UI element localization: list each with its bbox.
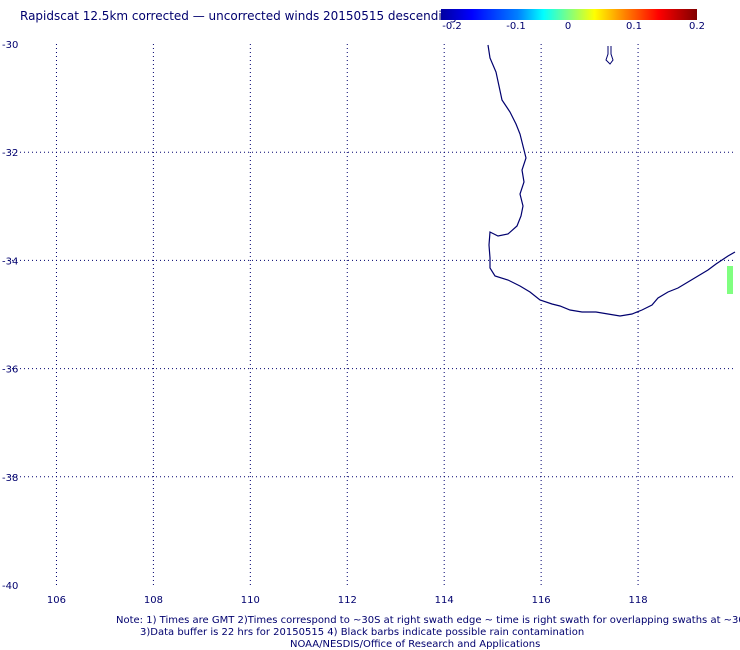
lon-tick-label: 112: [338, 595, 357, 606]
note-line-1: Note: 1) Times are GMT 2)Times correspon…: [116, 615, 740, 626]
colorbar-label-max: 0.2: [689, 21, 705, 32]
colorbar: [441, 9, 697, 20]
lat-tick-label: -40: [2, 581, 18, 592]
lat-tick-label: -36: [2, 365, 18, 376]
lon-tick-label: 110: [241, 595, 260, 606]
lon-tick-label: 118: [629, 595, 648, 606]
lon-tick-label: 116: [532, 595, 551, 606]
lon-tick-label: 106: [47, 595, 66, 606]
island-coastline: [605, 46, 614, 65]
lon-tick-label: 114: [435, 595, 454, 606]
colorbar-label-neg: -0.1: [506, 21, 526, 32]
colorbar-label-min: -0.2: [442, 21, 462, 32]
lat-tick-label: -34: [2, 256, 18, 267]
lon-tick-label: 108: [144, 595, 163, 606]
lat-tick-label: -30: [2, 40, 18, 51]
chart-title: Rapidscat 12.5km corrected — uncorrected…: [20, 9, 457, 23]
colorbar-label-pos: 0.1: [626, 21, 642, 32]
note-line-2: 3)Data buffer is 22 hrs for 20150515 4) …: [140, 627, 585, 638]
axis-tick-labels: 106 108 110 112 114 116 118 -30 -32 -34 -36 -38 -40: [2, 40, 648, 606]
swath-data: [727, 266, 733, 294]
colorbar-label-zero: 0: [564, 21, 572, 32]
note-line-3: NOAA/NESDIS/Office of Research and Appli…: [290, 639, 541, 650]
lat-tick-label: -38: [2, 473, 18, 484]
coastline: [487, 44, 736, 317]
lat-tick-label: -32: [2, 148, 18, 159]
